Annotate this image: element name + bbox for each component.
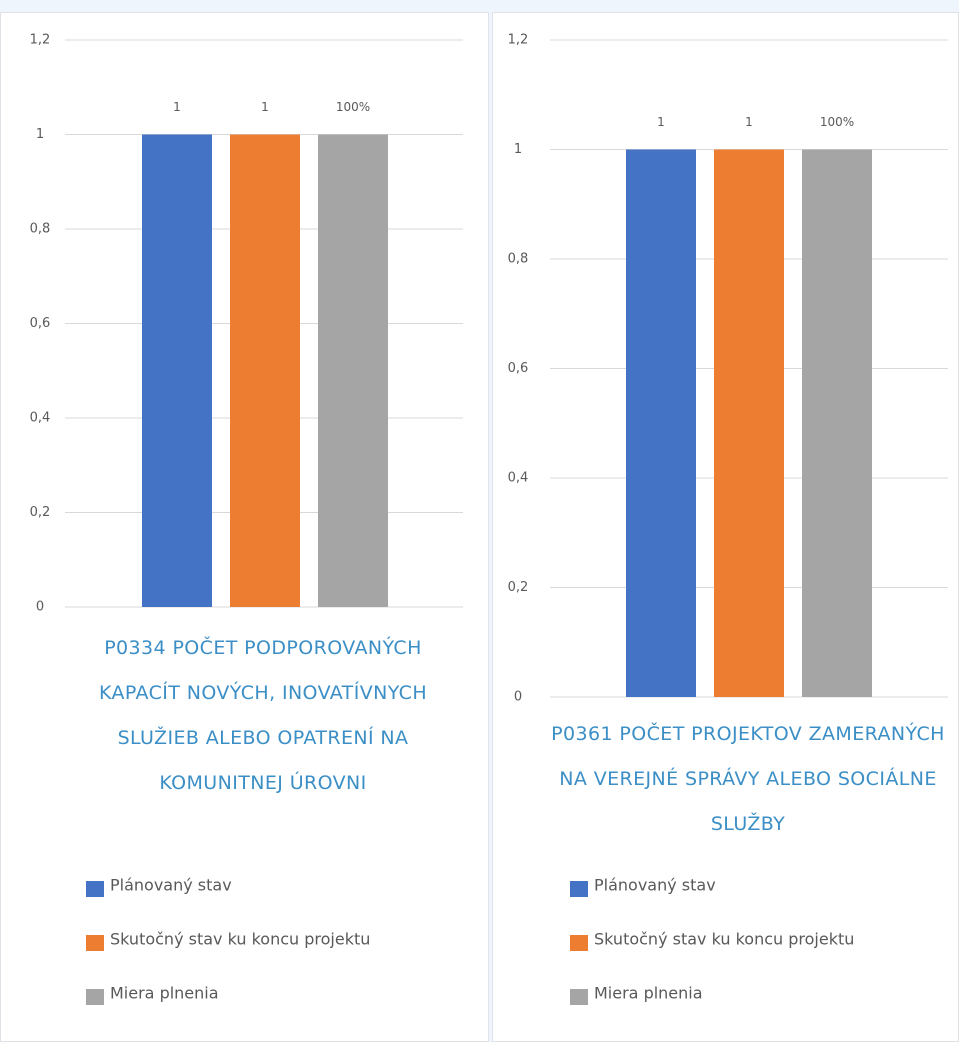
bar <box>142 134 212 607</box>
y-tick-label: 0 <box>36 600 44 615</box>
bar <box>318 134 388 607</box>
data-label: 1 <box>745 115 753 129</box>
bar <box>626 149 696 697</box>
data-label: 1 <box>657 115 665 129</box>
bar <box>802 149 872 697</box>
legend-label: Miera plnenia <box>594 984 703 1003</box>
y-tick-label: 0,8 <box>508 252 529 267</box>
legend-label: Miera plnenia <box>110 984 219 1003</box>
bar <box>714 149 784 697</box>
legend-swatch <box>570 989 588 1005</box>
legend-swatch <box>86 935 104 951</box>
data-label: 1 <box>261 100 269 114</box>
data-label: 100% <box>336 100 370 114</box>
data-label: 100% <box>820 115 854 129</box>
y-tick-label: 0,6 <box>30 316 51 331</box>
chart-title: P0361 POČET PROJEKTOV ZAMERANÝCH NA VERE… <box>551 723 945 835</box>
legend-swatch <box>86 989 104 1005</box>
legend-swatch <box>570 935 588 951</box>
y-tick-label: 0 <box>514 690 522 705</box>
legend-label: Skutočný stav ku koncu projektu <box>110 930 370 949</box>
y-tick-label: 0,4 <box>30 411 51 426</box>
y-tick-label: 1,2 <box>30 33 51 48</box>
y-tick-label: 0,2 <box>508 580 529 595</box>
y-tick-label: 0,4 <box>508 471 529 486</box>
legend-label: Plánovaný stav <box>110 876 232 895</box>
legend-swatch <box>570 881 588 897</box>
bar <box>230 134 300 607</box>
data-label: 1 <box>173 100 181 114</box>
y-tick-label: 1 <box>36 127 44 142</box>
legend-swatch <box>86 881 104 897</box>
chart-title: P0334 POČET PODPOROVANÝCH KAPACÍT NOVÝCH… <box>98 637 428 794</box>
y-tick-label: 1,2 <box>508 33 529 48</box>
y-tick-label: 0,8 <box>30 222 51 237</box>
y-tick-label: 0,2 <box>30 505 51 520</box>
y-tick-label: 0,6 <box>508 361 529 376</box>
y-tick-label: 1 <box>514 142 522 157</box>
legend-label: Skutočný stav ku koncu projektu <box>594 930 854 949</box>
legend-label: Plánovaný stav <box>594 876 716 895</box>
